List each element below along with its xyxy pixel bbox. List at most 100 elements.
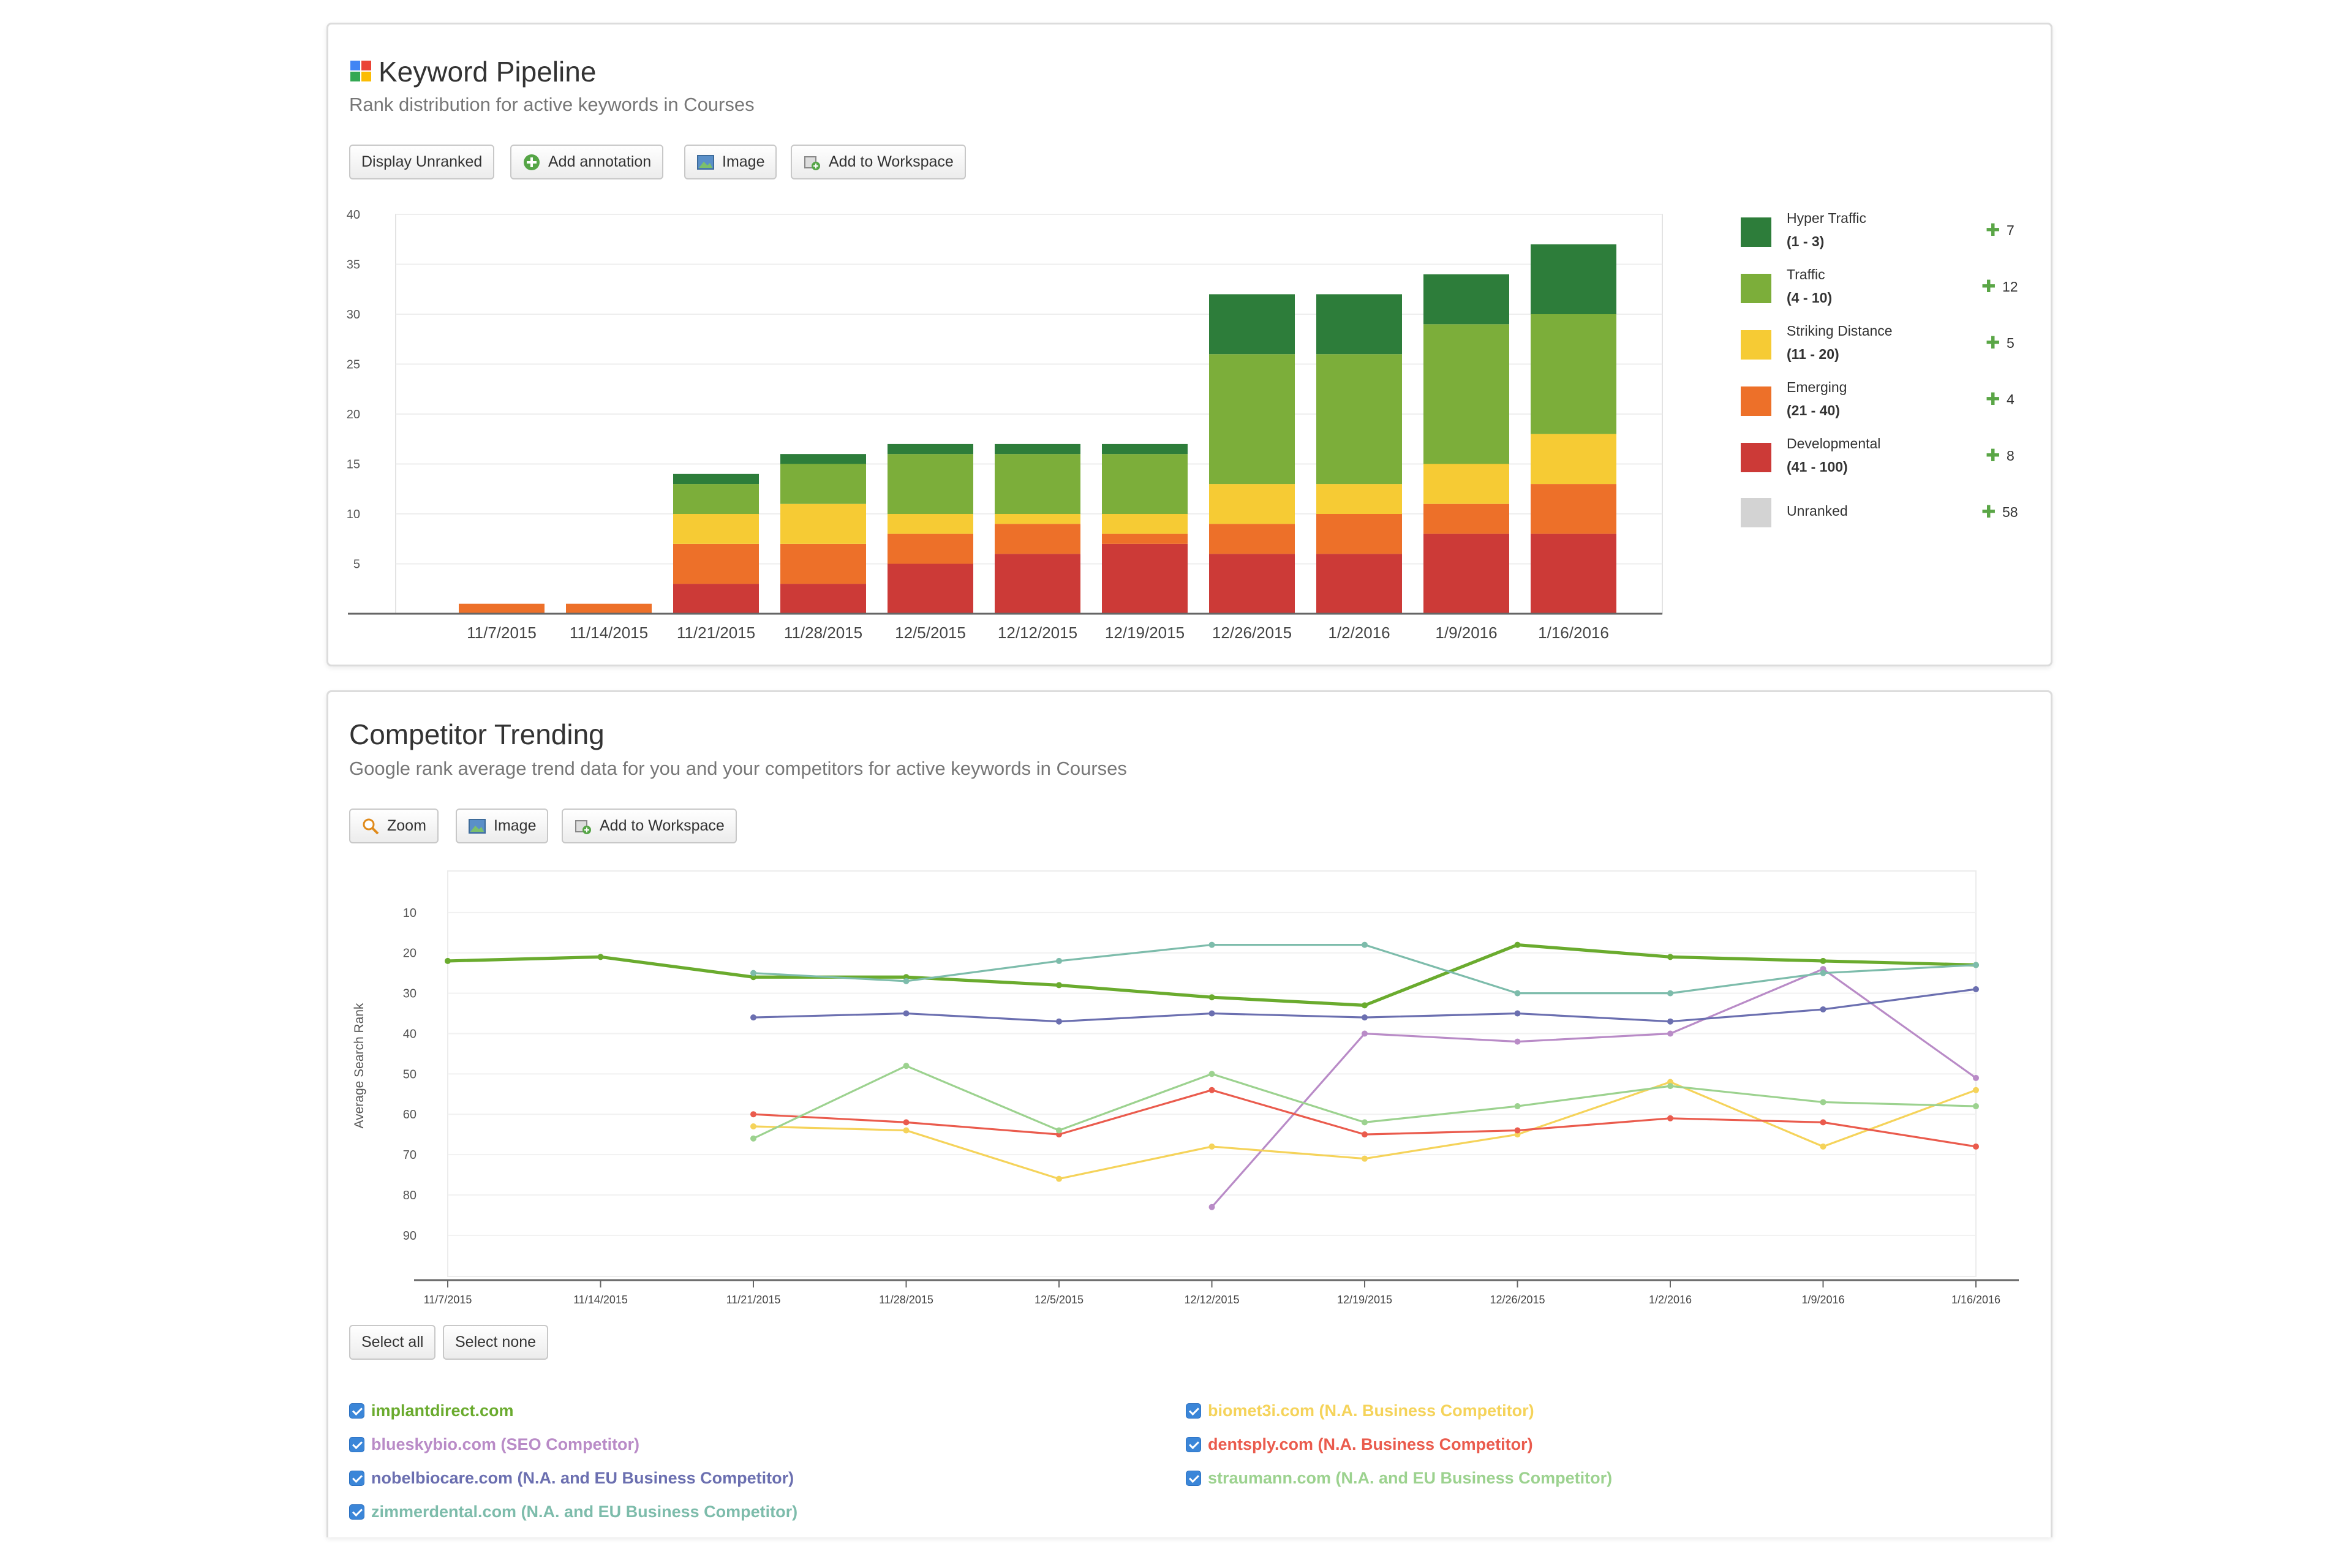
display-unranked-button[interactable]: Display Unranked bbox=[349, 145, 495, 179]
competitor-checkbox[interactable] bbox=[1186, 1471, 1201, 1486]
legend-delta: 4 bbox=[2007, 391, 2015, 407]
series-point bbox=[1514, 941, 1521, 948]
competitor-legend-item[interactable]: blueskybio.com (SEO Competitor) bbox=[349, 1435, 1084, 1456]
plus-icon: ✚ bbox=[1986, 333, 2000, 352]
y-tick-label: 50 bbox=[403, 1068, 417, 1081]
trending-image-button[interactable]: Image bbox=[456, 809, 549, 843]
bar-segment bbox=[888, 514, 973, 534]
bar-segment bbox=[1316, 294, 1402, 355]
bar-segment bbox=[780, 503, 866, 544]
x-tick-label: 11/21/2015 bbox=[677, 624, 755, 642]
series-point bbox=[1362, 1002, 1368, 1009]
x-tick-label: 1/9/2016 bbox=[1801, 1294, 1844, 1306]
legend-range: (21 - 40) bbox=[1787, 402, 1840, 418]
image-icon bbox=[696, 153, 715, 172]
select-all-label: Select all bbox=[361, 1333, 424, 1351]
image-button[interactable]: Image bbox=[684, 145, 777, 179]
legend-item[interactable]: Striking Distance (11 - 20) ✚ 5 bbox=[1741, 323, 2029, 373]
legend-item[interactable]: Traffic (4 - 10) ✚ 12 bbox=[1741, 266, 2029, 317]
bar-segment bbox=[995, 443, 1080, 454]
series-point bbox=[1208, 1071, 1215, 1077]
competitor-checkbox[interactable] bbox=[349, 1471, 364, 1486]
series-point bbox=[903, 1010, 910, 1017]
competitor-legend-item[interactable]: biomet3i.com (N.A. Business Competitor) bbox=[1186, 1401, 1921, 1422]
series-point bbox=[1514, 1010, 1521, 1017]
x-tick-label: 11/7/2015 bbox=[424, 1294, 472, 1306]
competitor-label: nobelbiocare.com (N.A. and EU Business C… bbox=[371, 1469, 794, 1487]
legend-item[interactable]: Emerging (21 - 40) ✚ 4 bbox=[1741, 379, 2029, 429]
competitor-label: biomet3i.com (N.A. Business Competitor) bbox=[1208, 1401, 1534, 1420]
competitor-legend-item[interactable]: implantdirect.com bbox=[349, 1401, 1084, 1422]
series-point bbox=[445, 957, 451, 964]
series-point bbox=[1514, 990, 1521, 997]
legend-range: (11 - 20) bbox=[1787, 346, 1839, 362]
display-unranked-label: Display Unranked bbox=[361, 153, 483, 170]
competitor-legend-item[interactable]: dentsply.com (N.A. Business Competitor) bbox=[1186, 1435, 1921, 1456]
bar-segment bbox=[566, 603, 652, 614]
bar-segment bbox=[1209, 524, 1295, 554]
competitor-checkbox[interactable] bbox=[1186, 1403, 1201, 1419]
legend-range: (41 - 100) bbox=[1787, 459, 1848, 475]
series-point bbox=[1514, 1127, 1521, 1134]
series-point bbox=[1820, 1119, 1826, 1126]
series-point bbox=[1208, 994, 1215, 1001]
series-point bbox=[1056, 1175, 1062, 1182]
series-point bbox=[1208, 941, 1215, 948]
workspace-icon bbox=[574, 817, 592, 835]
competitor-checkbox[interactable] bbox=[1186, 1437, 1201, 1452]
competitor-label: zimmerdental.com (N.A. and EU Business C… bbox=[371, 1502, 798, 1521]
y-tick-label: 20 bbox=[403, 947, 417, 960]
select-none-button[interactable]: Select none bbox=[443, 1325, 549, 1360]
series-point bbox=[903, 1119, 910, 1126]
competitor-label: blueskybio.com (SEO Competitor) bbox=[371, 1435, 640, 1453]
trending-image-label: Image bbox=[494, 817, 537, 834]
legend-name: Unranked bbox=[1787, 503, 1848, 519]
workspace-icon bbox=[803, 153, 821, 172]
competitor-checkbox[interactable] bbox=[349, 1504, 364, 1520]
bar-segment bbox=[1423, 324, 1509, 464]
add-annotation-button[interactable]: Add annotation bbox=[510, 145, 664, 179]
series-point bbox=[1362, 1119, 1368, 1126]
x-tick-label: 1/9/2016 bbox=[1435, 624, 1497, 642]
rank-distribution-chart: 5 10 15 20 25 30 35 40 11/7/2015 11/14/2015 11/21/… bbox=[347, 208, 1663, 642]
series-line bbox=[753, 1065, 1977, 1140]
competitor-legend-item[interactable]: nobelbiocare.com (N.A. and EU Business C… bbox=[349, 1469, 1084, 1490]
pipeline-subtitle: Rank distribution for active keywords in… bbox=[349, 94, 755, 115]
x-tick-label: 12/5/2015 bbox=[1035, 1294, 1084, 1306]
y-tick-label: 10 bbox=[347, 508, 360, 521]
legend-swatch bbox=[1741, 443, 1771, 472]
bar-segment bbox=[1423, 274, 1509, 325]
bar-segment bbox=[1531, 434, 1616, 484]
trending-add-to-workspace-button[interactable]: Add to Workspace bbox=[562, 809, 737, 843]
bar-segment bbox=[888, 454, 973, 514]
series-point bbox=[1362, 1155, 1368, 1162]
add-to-workspace-button[interactable]: Add to Workspace bbox=[791, 145, 966, 179]
select-all-button[interactable]: Select all bbox=[349, 1325, 436, 1360]
zoom-button[interactable]: Zoom bbox=[349, 809, 439, 843]
series-point bbox=[1056, 957, 1062, 964]
competitor-checkbox[interactable] bbox=[349, 1403, 364, 1419]
bar-segment bbox=[1102, 443, 1188, 454]
y-tick-label: 5 bbox=[353, 558, 360, 571]
legend-item[interactable]: Hyper Traffic (1 - 3) ✚ 7 bbox=[1741, 210, 2029, 260]
competitor-legend-item[interactable]: straumann.com (N.A. and EU Business Comp… bbox=[1186, 1469, 1921, 1490]
competitor-legend-item[interactable]: zimmerdental.com (N.A. and EU Business C… bbox=[349, 1502, 1084, 1523]
legend-range: (4 - 10) bbox=[1787, 290, 1833, 306]
bar-segment bbox=[1316, 354, 1402, 484]
bar-segment bbox=[1316, 484, 1402, 514]
y-tick-label: 40 bbox=[347, 208, 360, 222]
x-tick-label: 11/7/2015 bbox=[467, 624, 537, 642]
x-tick-label: 11/28/2015 bbox=[784, 624, 862, 642]
legend-delta: 8 bbox=[2007, 448, 2015, 464]
legend-swatch bbox=[1741, 498, 1771, 527]
legend-item[interactable]: Unranked ✚ 58 bbox=[1741, 493, 2029, 542]
series-point bbox=[1056, 982, 1062, 989]
series-line bbox=[1211, 968, 1977, 1208]
series-point bbox=[1208, 1010, 1215, 1017]
bar-segment bbox=[995, 454, 1080, 514]
competitor-checkbox[interactable] bbox=[349, 1437, 364, 1452]
legend-item[interactable]: Developmental (41 - 100) ✚ 8 bbox=[1741, 435, 2029, 486]
legend-name: Striking Distance bbox=[1787, 323, 1893, 339]
x-tick-label: 1/2/2016 bbox=[1328, 624, 1390, 642]
x-tick-label: 12/12/2015 bbox=[998, 624, 1077, 642]
